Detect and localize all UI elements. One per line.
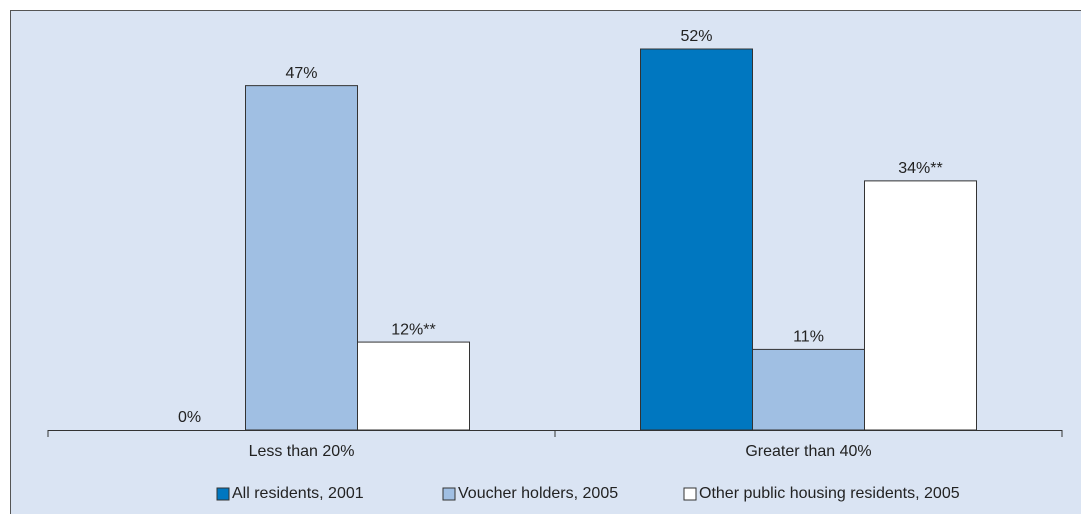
bar [357, 341, 470, 431]
value-label: 52% [680, 28, 712, 45]
x-tick-label: Less than 20% [249, 443, 355, 460]
x-tick-label: Greater than 40% [745, 443, 871, 460]
bar [640, 48, 753, 431]
legend-label: All residents, 2001 [232, 485, 364, 502]
legend-label: Other public housing residents, 2005 [699, 485, 960, 502]
legend-swatch [683, 487, 697, 501]
bar [864, 180, 977, 431]
value-label: 11% [793, 329, 824, 346]
legend-swatch [442, 487, 456, 501]
value-label: 12%** [391, 321, 435, 338]
bar [752, 348, 865, 431]
value-label: 34%** [898, 160, 942, 177]
legend-label: Voucher holders, 2005 [458, 485, 618, 502]
value-label: 47% [285, 65, 317, 82]
bar [245, 85, 358, 431]
value-label: 0% [178, 409, 201, 426]
legend-swatch [216, 487, 230, 501]
